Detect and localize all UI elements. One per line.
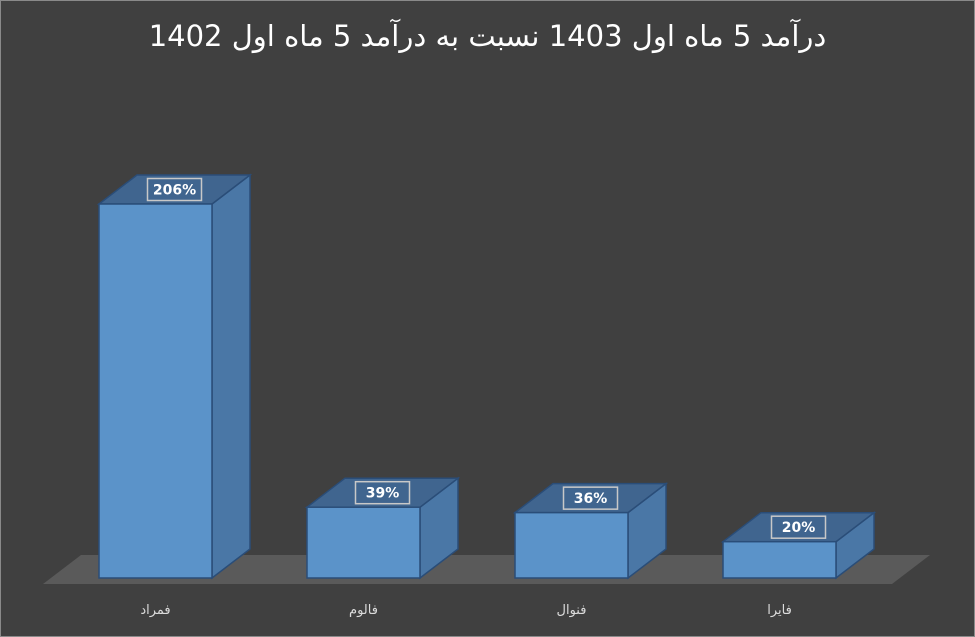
category-label: فنوال [557, 603, 587, 618]
category-label: فمراد [140, 603, 170, 618]
category-label: فایرا [767, 603, 792, 618]
data-label-box [146, 177, 203, 202]
data-label-box [562, 486, 619, 510]
data-label: 206% [153, 183, 196, 199]
chart-floor [43, 555, 930, 584]
bar [514, 511, 629, 579]
bar [98, 203, 213, 579]
bar [722, 540, 837, 579]
chart-title: درآمد 5 ماه اول 1403 نسبت به درآمد 5 ماه… [148, 19, 827, 53]
data-label: 36% [574, 491, 608, 507]
data-label: 39% [366, 486, 400, 502]
bar-side [211, 173, 251, 580]
data-label-box [354, 480, 411, 505]
data-label: 20% [782, 520, 816, 536]
data-label-box [770, 515, 827, 539]
bar [306, 506, 421, 579]
category-label: فالوم [349, 603, 378, 618]
